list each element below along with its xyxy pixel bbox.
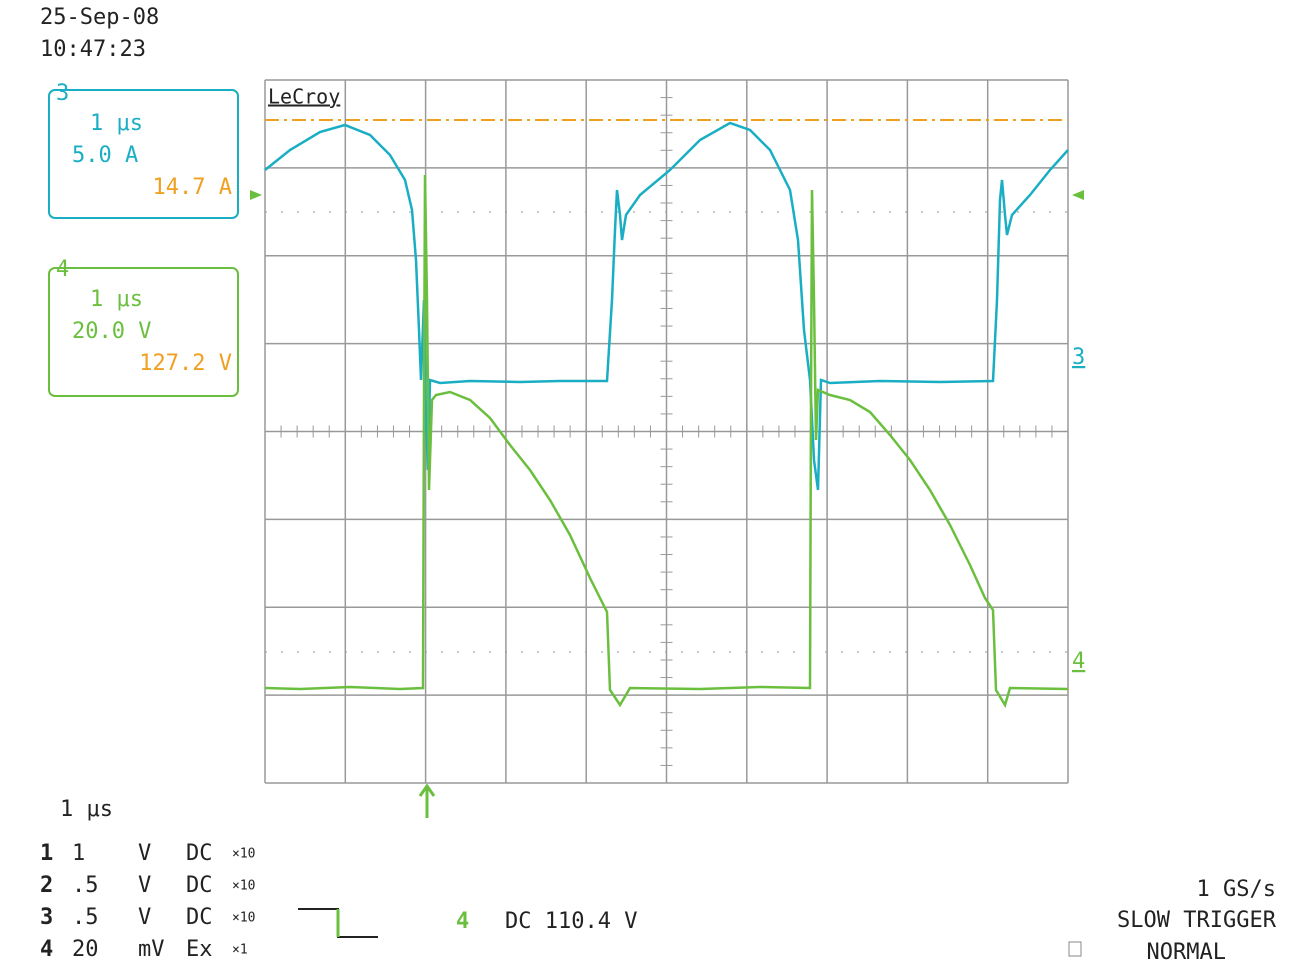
unit: V [138, 841, 151, 866]
channel-id: 4 [56, 257, 69, 282]
unit: V [138, 905, 151, 930]
volts: .5 [72, 905, 99, 930]
graticule [264, 79, 1069, 784]
channel-number: 2 [40, 873, 53, 898]
volts: .5 [72, 873, 99, 898]
coupling: DC [186, 873, 213, 898]
trigger-state: NORMAL [1147, 940, 1226, 965]
coupling: DC [186, 841, 213, 866]
trigger-coupling: DC 110.4 V [505, 909, 637, 934]
time: 10:47:23 [40, 37, 146, 62]
probe: ×1 [232, 943, 248, 958]
timebase: 1 μs [90, 111, 143, 136]
coupling: DC [186, 905, 213, 930]
brand: LeCroy [268, 85, 340, 109]
probe: ×10 [232, 879, 255, 894]
timebase: 1 μs [90, 287, 143, 312]
trigger-arrow [418, 783, 436, 818]
level: 127.2 V [139, 351, 232, 376]
offset-marker [250, 190, 262, 200]
channel-box [48, 267, 239, 397]
trace-3 [264, 121, 1069, 491]
trace-marker: 3 [1072, 345, 1085, 370]
channel-number: 3 [40, 905, 53, 930]
channel-id: 3 [56, 81, 69, 106]
unit: mV [138, 937, 165, 962]
trigger-mode: SLOW TRIGGER [1117, 908, 1277, 933]
volts: 1 [72, 841, 85, 866]
sample-rate: 1 GS/s [1197, 877, 1276, 902]
state-box [1068, 941, 1082, 957]
trigger-channel: 4 [456, 909, 469, 934]
trace-marker: 4 [1072, 649, 1085, 674]
scale: 5.0 A [72, 143, 138, 168]
unit: V [138, 873, 151, 898]
scale: 20.0 V [72, 319, 151, 344]
channel-number: 4 [40, 937, 53, 962]
level: 14.7 A [153, 175, 232, 200]
channel-box [48, 89, 239, 219]
coupling: Ex [186, 937, 213, 962]
timebase: 1 μs [60, 797, 113, 822]
volts: 20 [72, 937, 99, 962]
channel-rows: 1 1 V DC ×10 2 .5 V DC ×10 3 .5 V DC ×10 4 20 mV Ex ×1 [40, 841, 255, 962]
trace-4 [264, 174, 1069, 709]
probe: ×10 [232, 911, 255, 926]
probe: ×10 [232, 847, 255, 862]
date: 25-Sep-08 [40, 5, 159, 30]
channel-number: 1 [40, 841, 53, 866]
offset-marker [1072, 190, 1084, 200]
